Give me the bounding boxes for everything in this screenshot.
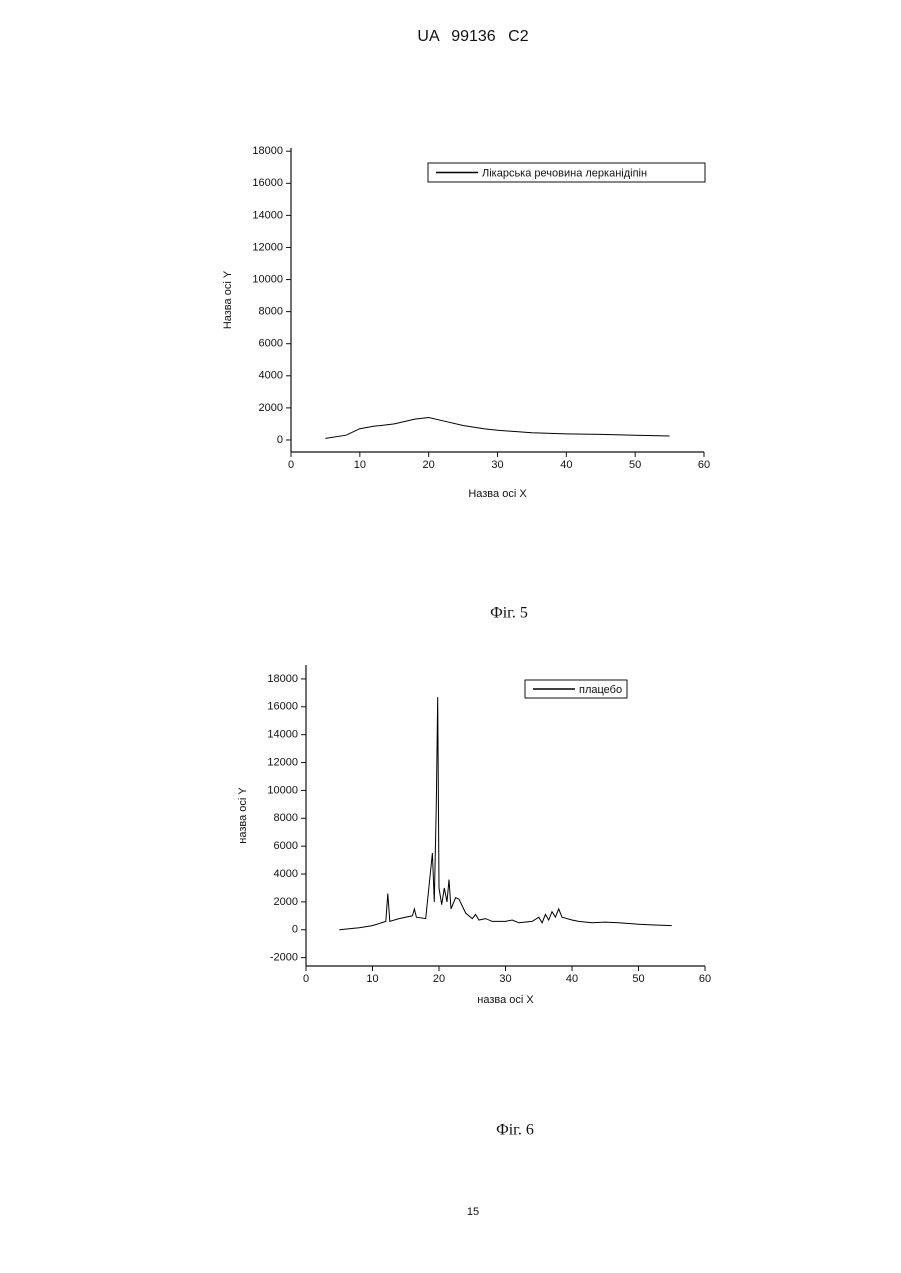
page: UA 99136 C2 Фіг. 5 Фіг. 6 15 02000400060… <box>0 0 901 1273</box>
x-tick-label: 10 <box>366 973 378 985</box>
y-tick-label: 6000 <box>274 840 298 852</box>
x-tick-label: 20 <box>423 459 435 471</box>
header: UA 99136 C2 <box>417 28 528 45</box>
y-tick-label: 4000 <box>259 370 283 382</box>
y-tick-label: 14000 <box>267 729 298 741</box>
y-tick-label: -2000 <box>270 952 298 964</box>
x-tick-label: 60 <box>699 973 711 985</box>
y-tick-label: 4000 <box>274 868 298 880</box>
y-tick-label: 6000 <box>259 338 283 350</box>
y-tick-label: 0 <box>292 924 298 936</box>
y-tick-label: 2000 <box>259 402 283 414</box>
x-tick-label: 40 <box>566 973 578 985</box>
x-axis-label: Назва осі X <box>468 488 527 500</box>
y-tick-label: 18000 <box>252 145 283 157</box>
y-axis-label: Назва осі Y <box>222 270 234 329</box>
y-tick-label: 16000 <box>267 701 298 713</box>
x-axis-label: назва осі X <box>477 994 534 1006</box>
x-tick-label: 40 <box>560 459 572 471</box>
caption: Фіг. 6 <box>496 1122 534 1139</box>
caption: Фіг. 5 <box>490 605 528 622</box>
x-tick-label: 10 <box>354 459 366 471</box>
x-tick-label: 0 <box>303 973 309 985</box>
y-tick-label: 8000 <box>274 812 298 824</box>
x-tick-label: 20 <box>433 973 445 985</box>
y-tick-label: 12000 <box>267 756 298 768</box>
x-tick-label: 30 <box>499 973 511 985</box>
y-tick-label: 2000 <box>274 896 298 908</box>
y-tick-label: 0 <box>277 434 283 446</box>
legend-label: плацебо <box>579 684 622 696</box>
y-tick-label: 14000 <box>252 209 283 221</box>
x-tick-label: 30 <box>491 459 503 471</box>
y-tick-label: 18000 <box>267 673 298 685</box>
y-tick-label: 16000 <box>252 177 283 189</box>
legend-label: Лікарська речовина лерканідіпін <box>482 167 647 179</box>
x-tick-label: 0 <box>288 459 294 471</box>
x-tick-label: 50 <box>632 973 644 985</box>
x-tick-label: 60 <box>698 459 710 471</box>
y-axis-label: назва осі Y <box>237 787 249 844</box>
y-tick-label: 12000 <box>252 241 283 253</box>
y-tick-label: 10000 <box>252 273 283 285</box>
page-number: 15 <box>467 1206 479 1218</box>
background <box>0 0 901 1273</box>
x-tick-label: 50 <box>629 459 641 471</box>
y-tick-label: 8000 <box>259 306 283 318</box>
y-tick-label: 10000 <box>267 784 298 796</box>
